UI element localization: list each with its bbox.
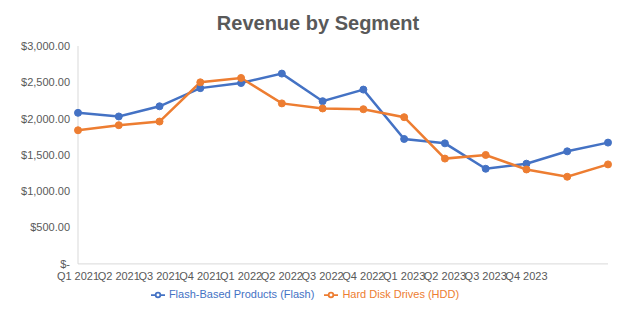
- svg-text:Q2 2023: Q2 2023: [424, 270, 466, 282]
- svg-text:Q4 2023: Q4 2023: [505, 270, 547, 282]
- svg-text:Q1 2021: Q1 2021: [57, 270, 99, 282]
- svg-text:Q2 2021: Q2 2021: [98, 270, 140, 282]
- svg-text:Q1 2023: Q1 2023: [383, 270, 425, 282]
- svg-text:Q1 2022: Q1 2022: [220, 270, 262, 282]
- svg-text:Q3 2021: Q3 2021: [138, 270, 180, 282]
- svg-text:$-: $-: [60, 258, 70, 270]
- svg-text:$3,000.00: $3,000.00: [21, 40, 70, 52]
- svg-text:$1,500.00: $1,500.00: [21, 149, 70, 161]
- svg-text:$500.00: $500.00: [30, 221, 70, 233]
- svg-text:Q4 2022: Q4 2022: [342, 270, 384, 282]
- svg-text:$1,000.00: $1,000.00: [21, 185, 70, 197]
- svg-text:$2,500.00: $2,500.00: [21, 76, 70, 88]
- svg-text:Q3 2022: Q3 2022: [302, 270, 344, 282]
- html-text:Flash-Based Products (Flash): Flash-Based Products (Flash): [168, 287, 315, 300]
- svg-text:Q3 2023: Q3 2023: [465, 270, 507, 282]
- svg-text:$2,000.00: $2,000.00: [21, 113, 70, 125]
- html-text:Revenue by Segment: Revenue by Segment: [216, 12, 420, 34]
- svg-text:Q2 2022: Q2 2022: [261, 270, 303, 282]
- svg-text:Q4 2021: Q4 2021: [179, 270, 221, 282]
- html-text:Hard Disk Drives (HDD): Hard Disk Drives (HDD): [342, 287, 460, 300]
